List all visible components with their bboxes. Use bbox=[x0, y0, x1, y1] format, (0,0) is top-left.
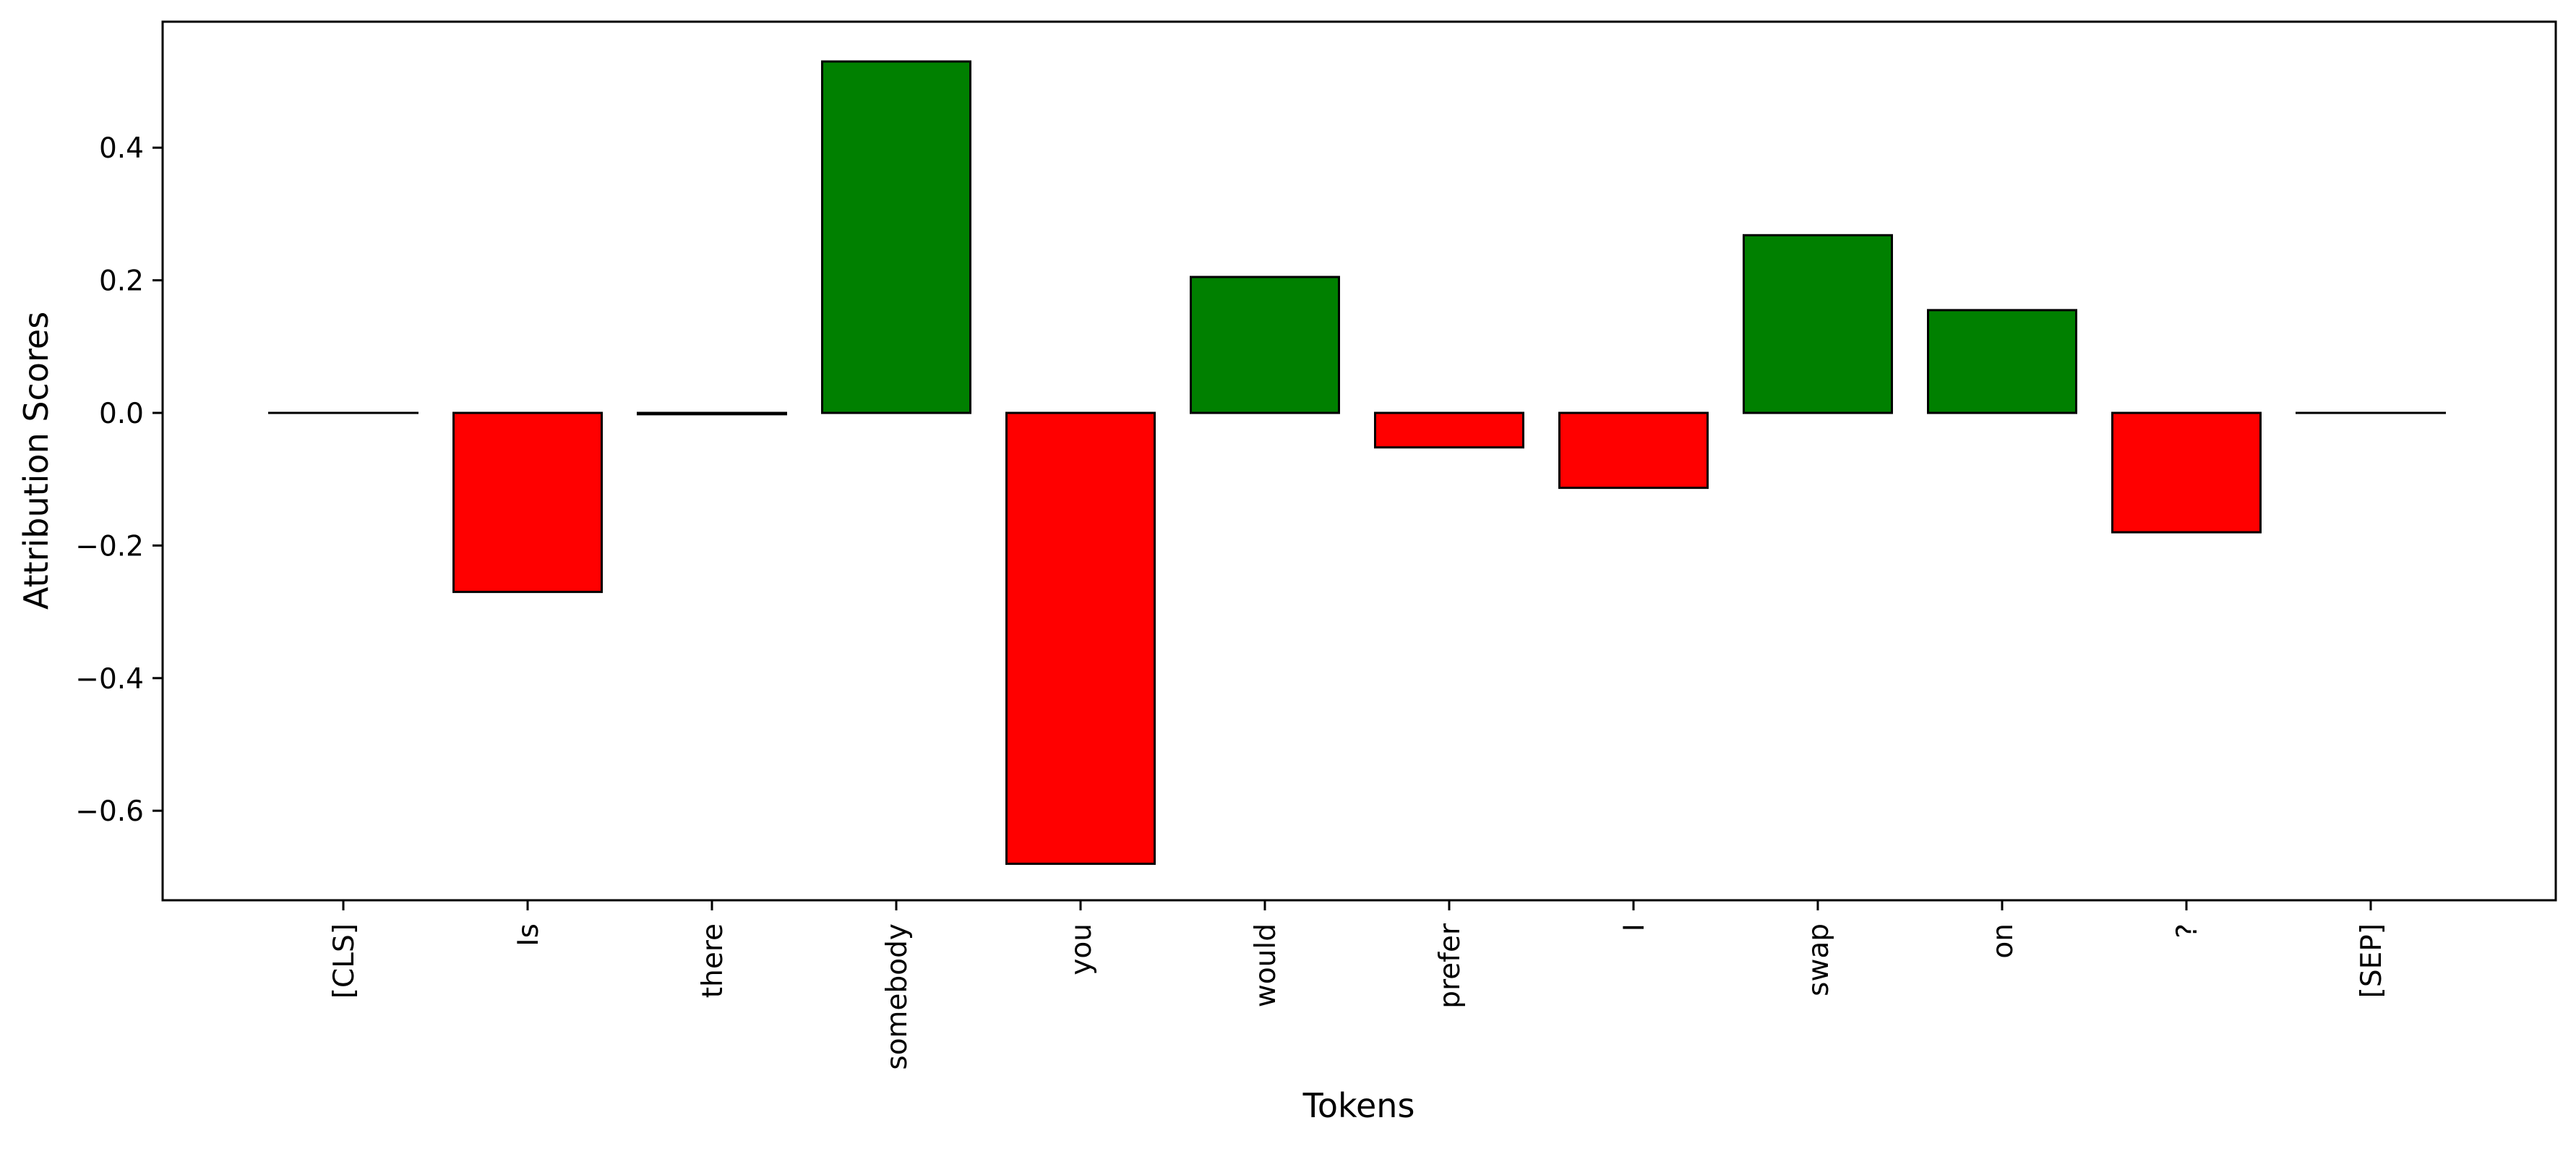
bars-layer bbox=[270, 61, 2445, 864]
y-tick-label: 0.0 bbox=[99, 398, 144, 430]
bar-? bbox=[2113, 413, 2261, 532]
x-tick-label: there bbox=[697, 923, 729, 998]
x-tick-label: you bbox=[1065, 923, 1098, 975]
x-tick-label: prefer bbox=[1434, 923, 1467, 1009]
y-tick-label: −0.4 bbox=[75, 663, 144, 696]
bar-somebody bbox=[823, 61, 971, 413]
bar-prefer bbox=[1375, 413, 1524, 448]
bar-there bbox=[638, 413, 786, 414]
x-tick-label: Is bbox=[512, 923, 545, 947]
bar-swap bbox=[1744, 235, 1892, 413]
bar-I bbox=[1560, 413, 1708, 488]
x-tick-label: would bbox=[1250, 923, 1282, 1007]
bar-on bbox=[1928, 310, 2077, 413]
x-axis-label: Tokens bbox=[1302, 1086, 1415, 1125]
x-tick-label: [SEP] bbox=[2356, 923, 2388, 998]
x-tick-label: ? bbox=[2171, 923, 2204, 939]
y-tick-label: 0.4 bbox=[99, 132, 144, 165]
y-axis-label: Attribution Scores bbox=[17, 312, 56, 610]
x-tick-label: I bbox=[1618, 923, 1651, 932]
bar-would bbox=[1191, 277, 1339, 413]
y-tick-label: −0.6 bbox=[75, 795, 144, 828]
y-tick-label: 0.2 bbox=[99, 265, 144, 298]
bar-you bbox=[1007, 413, 1155, 864]
y-axis-ticks: −0.6 −0.4 −0.2 0.0 0.2 0.4 bbox=[75, 132, 163, 828]
y-tick-label: −0.2 bbox=[75, 530, 144, 563]
x-tick-label: [CLS] bbox=[328, 923, 361, 999]
x-tick-label: somebody bbox=[881, 923, 914, 1070]
x-tick-label: swap bbox=[1803, 923, 1835, 996]
bar-Is bbox=[454, 413, 602, 592]
x-tick-label: on bbox=[1987, 923, 2019, 959]
